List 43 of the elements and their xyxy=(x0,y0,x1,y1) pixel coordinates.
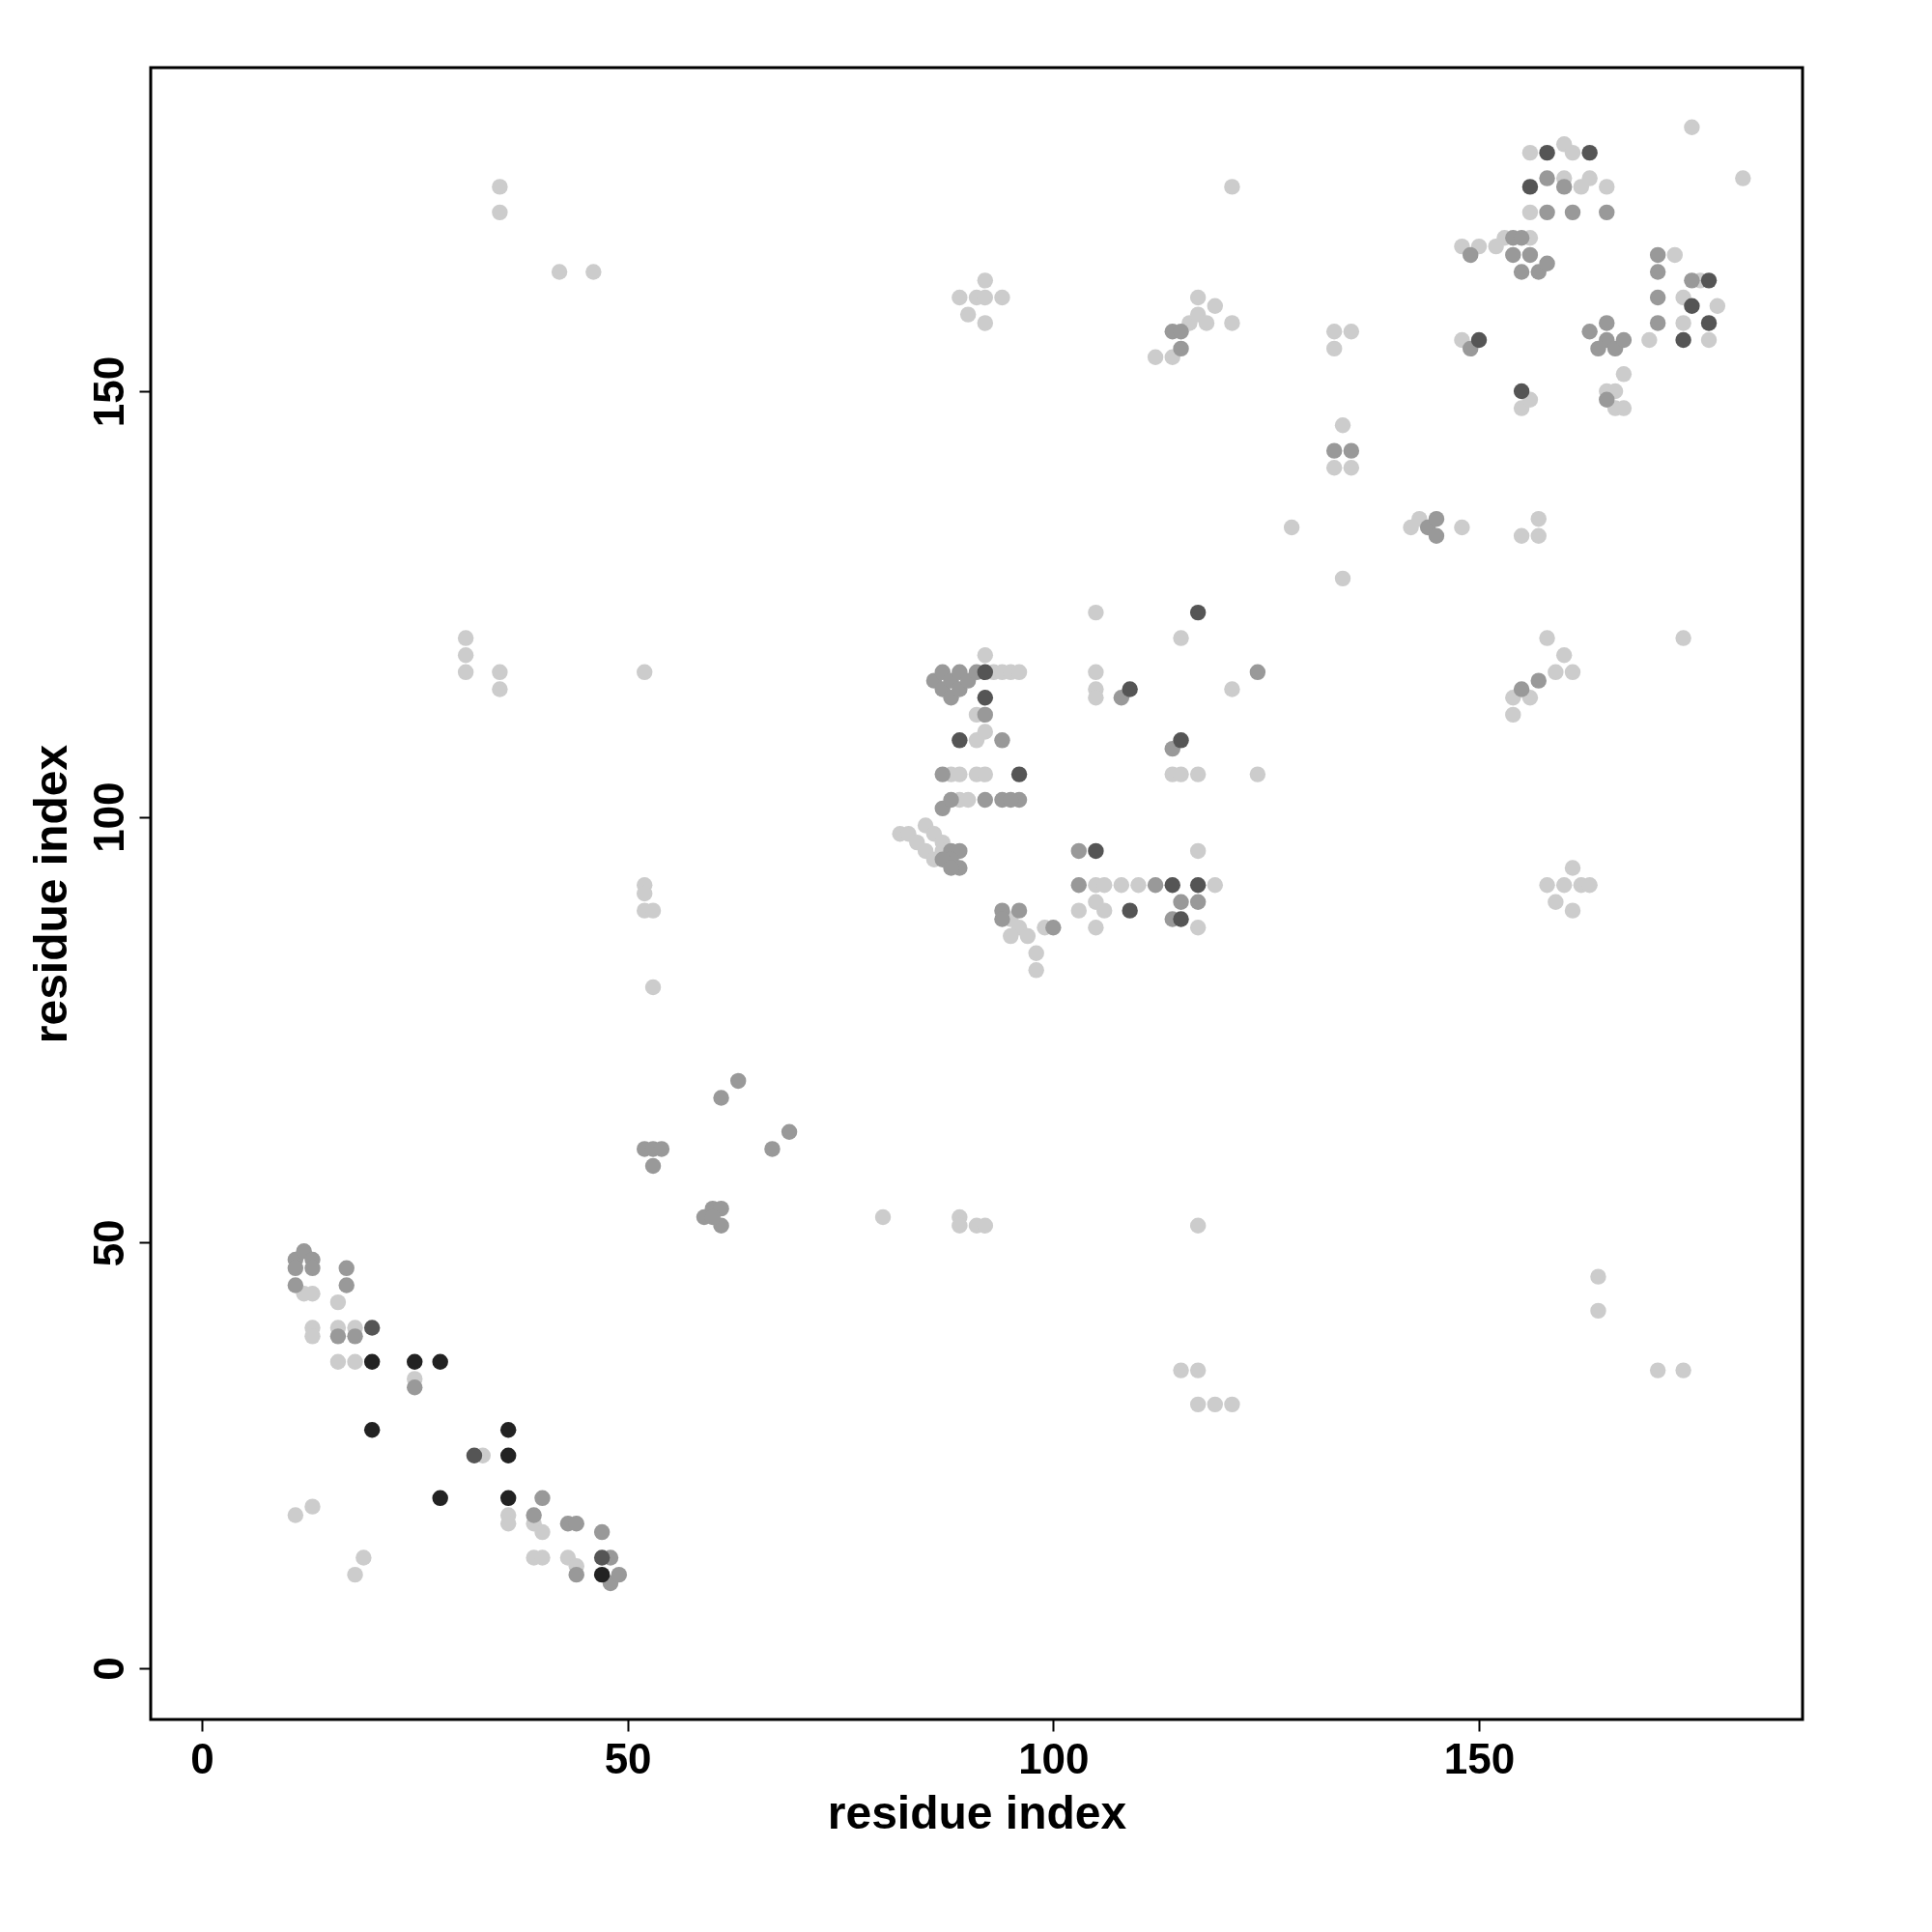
point xyxy=(466,1447,483,1463)
point xyxy=(1088,842,1104,860)
point xyxy=(1581,144,1598,161)
x-tick-label: 50 xyxy=(604,1734,652,1782)
point xyxy=(1173,911,1189,927)
point xyxy=(1700,272,1718,289)
point xyxy=(1164,876,1180,894)
point xyxy=(363,1422,381,1438)
point xyxy=(593,1566,611,1583)
x-tick-label: 150 xyxy=(1443,1734,1516,1782)
point xyxy=(1122,681,1138,697)
point xyxy=(977,664,994,681)
point xyxy=(1173,732,1189,749)
point xyxy=(593,1549,611,1566)
point xyxy=(1684,298,1700,314)
point xyxy=(363,1320,381,1336)
point xyxy=(1675,331,1691,349)
point xyxy=(952,732,968,749)
x-tick-label: 100 xyxy=(1018,1734,1090,1782)
point xyxy=(1539,144,1555,161)
point xyxy=(499,1422,517,1438)
point xyxy=(499,1447,517,1463)
point xyxy=(363,1353,381,1370)
point xyxy=(432,1490,448,1507)
x-axis-title: residue index xyxy=(827,1786,1127,1838)
point xyxy=(1010,766,1028,782)
y-tick-label: 100 xyxy=(84,781,132,853)
point xyxy=(1189,876,1207,894)
y-axis-title: residue index xyxy=(24,744,76,1044)
point xyxy=(432,1353,448,1370)
point xyxy=(1122,902,1138,919)
y-tick-label: 50 xyxy=(84,1219,132,1267)
point xyxy=(1470,331,1488,349)
point xyxy=(1521,179,1539,195)
point xyxy=(977,690,994,706)
y-tick-label: 150 xyxy=(84,355,132,428)
point xyxy=(1700,315,1718,331)
x-tick-label: 0 xyxy=(190,1734,214,1782)
point xyxy=(407,1353,423,1370)
point xyxy=(1513,383,1530,400)
y-tick-label: 0 xyxy=(84,1657,132,1681)
point xyxy=(1189,604,1207,621)
point xyxy=(499,1490,517,1507)
